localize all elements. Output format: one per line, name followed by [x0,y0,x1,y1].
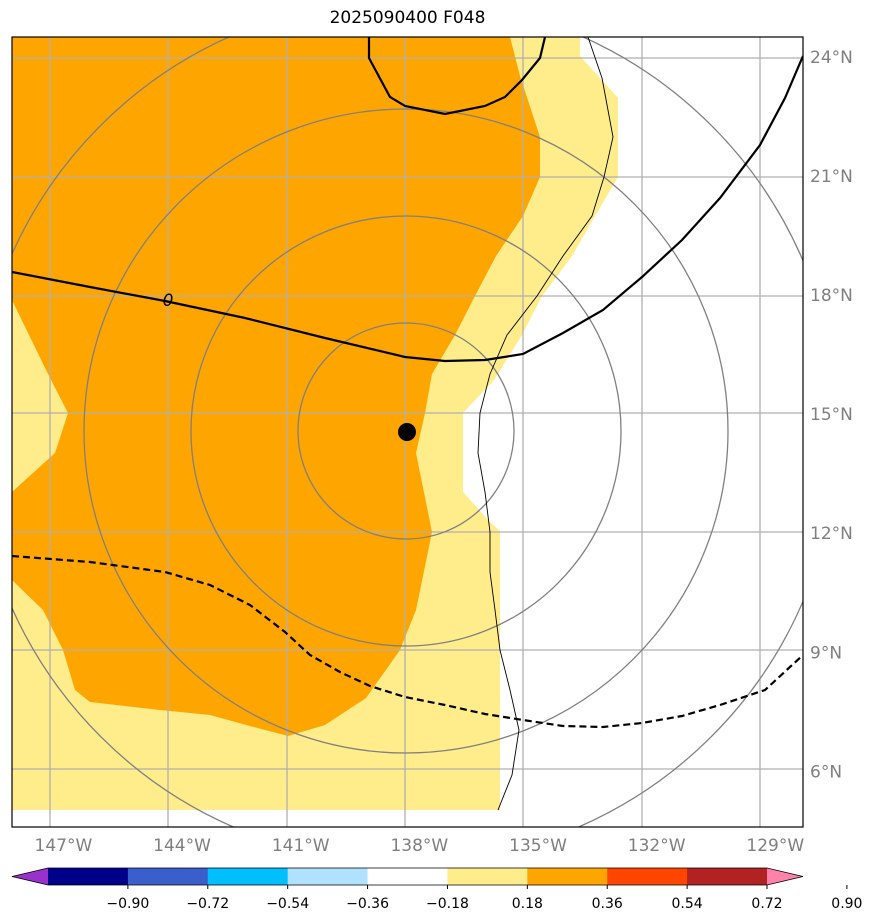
colorbar-segment [287,868,369,885]
colorbar-segment [687,868,768,885]
lon-tick-label: 129°W [746,836,804,856]
colorbar-tick-label: 0.72 [751,896,782,912]
lon-tick-label: 138°W [390,836,448,856]
colorbar-segment [447,868,528,885]
map-area [12,37,803,827]
lon-tick-label: 141°W [272,836,330,856]
colorbar-tick-label: −0.18 [426,896,469,912]
lon-tick-label: 144°W [153,836,211,856]
lon-tick-label: 132°W [628,836,686,856]
contour-zero [12,55,803,363]
colorbar-tick-label: 0.54 [672,896,703,912]
colorbar-tick-label: −0.54 [266,896,309,912]
range-ring-1 [297,322,515,540]
colorbar-tick-label: 0.90 [831,896,862,912]
colorbar-segment [48,868,129,885]
colorbar-outline [11,867,804,886]
lon-tick-label: 135°W [509,836,567,856]
colorbar-extend-low [12,868,48,885]
lat-tick-label: 15°N [810,405,853,425]
range-ring-3 [83,108,729,754]
boundary-line [477,37,614,811]
contour-label: 0 [163,291,174,311]
lat-tick-label: 12°N [810,524,853,544]
chart-title: 2025090400 F048 [329,8,486,28]
lat-tick-label: 24°N [810,48,853,68]
lat-tick-label: 9°N [810,643,842,663]
colorbar-tick-label: −0.36 [346,896,389,912]
lat-tick-label: 6°N [810,762,842,782]
gridlines [12,37,803,827]
contour-top [367,37,547,116]
storm-center-marker [398,423,416,441]
map-frame [11,36,804,828]
colorbar-segment [207,868,289,885]
colorbar-tick-label: 0.18 [512,896,543,912]
colorbar-segment [527,868,608,885]
colorbar: −0.90 −0.72 −0.54 −0.36 −0.18 0.18 0.36 0.54 0.7… [11,867,862,912]
colorbar-segment [127,868,209,885]
range-rings [12,37,803,827]
longitude-labels: 147°W 144°W 141°W 138°W 135°W 132°W 129°W [35,836,805,856]
latitude-labels: 24°N 21°N 18°N 15°N 12°N 9°N 6°N [810,48,853,783]
range-ring-2 [190,215,622,647]
lat-tick-label: 18°N [810,286,853,306]
colorbar-tick-label: −0.90 [106,896,149,912]
lon-tick-label: 147°W [35,836,93,856]
fill-region-orange [12,37,540,736]
colorbar-tick-label: −0.72 [186,896,229,912]
lat-tick-label: 21°N [810,167,853,187]
colorbar-extend-high [767,868,803,885]
colorbar-segment [607,868,688,885]
colorbar-tick-label: 0.36 [592,896,623,912]
colorbar-segment [367,868,448,885]
